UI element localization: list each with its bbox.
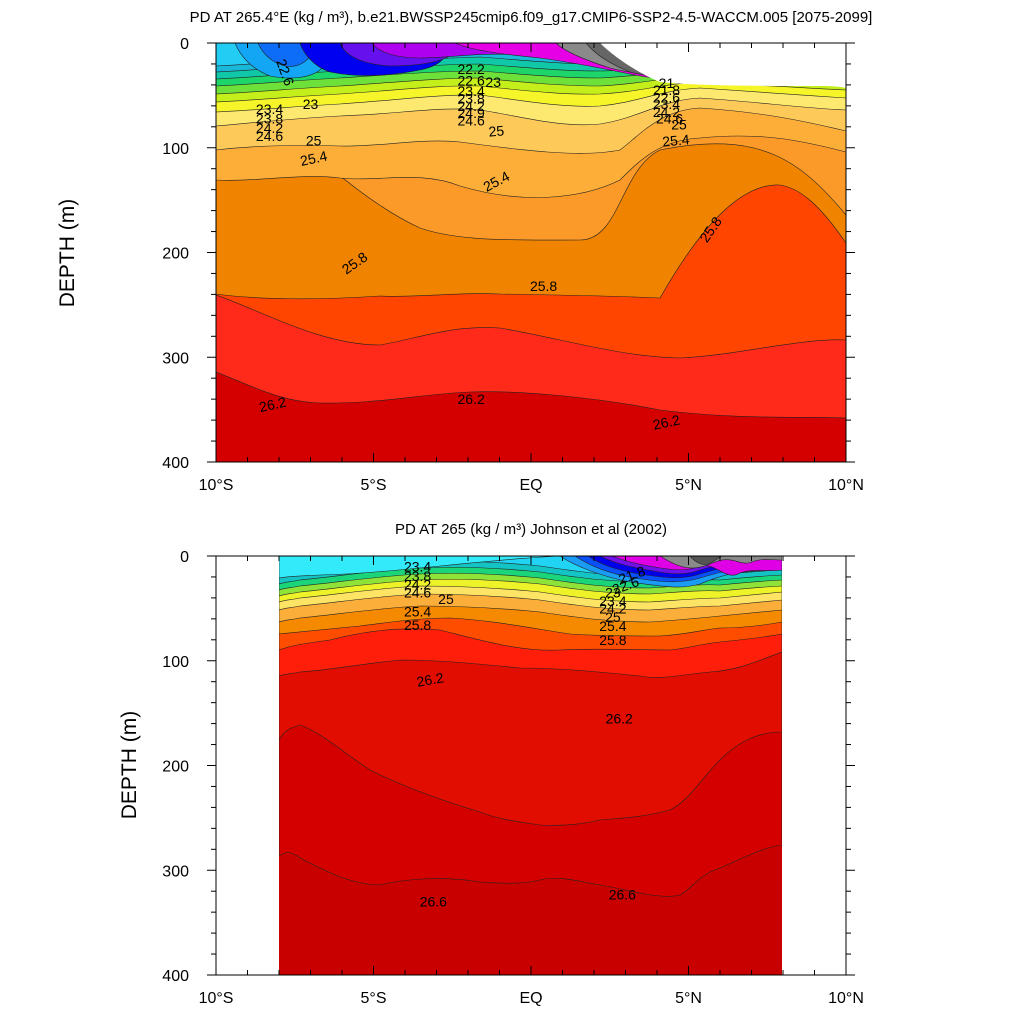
- y-tick-label: 100: [162, 141, 189, 158]
- contour-fill: [279, 556, 782, 975]
- contour-label: 26.6: [609, 886, 636, 902]
- contour-label: 23.8: [458, 91, 485, 107]
- x-tick-label: 5°N: [675, 990, 702, 1007]
- contour-label: 24.9: [458, 105, 485, 121]
- contour-label: 25.4: [599, 618, 626, 634]
- contour-label: 24.2: [404, 576, 431, 592]
- contour-label: 21.8: [653, 82, 680, 98]
- contour-label: 22.6: [458, 73, 485, 89]
- contour-label: 24.2: [653, 104, 680, 120]
- contour-label: 23.8: [404, 568, 431, 584]
- contour-label: 22.6: [653, 89, 680, 105]
- y-tick-label: 400: [162, 968, 189, 985]
- contour-label: 23.4: [599, 593, 626, 609]
- surface-mask: [600, 43, 846, 88]
- panel-observations: PD AT 265 (kg / m³) Johnson et al (2002)…: [118, 521, 864, 1007]
- contour-label: 21: [659, 75, 675, 91]
- contour-label: 23: [485, 74, 501, 90]
- y-tick-label: 300: [162, 350, 189, 367]
- contour-label: 23.4: [458, 83, 485, 99]
- x-tick-labels: 10°S 5°S EQ 5°N 10°N: [199, 477, 864, 494]
- contour-label: 24.6: [656, 110, 683, 126]
- contour-label: 25.8: [404, 617, 431, 633]
- y-tick-label: 0: [180, 36, 189, 53]
- contour-label: 25: [671, 117, 687, 133]
- contour-label: 24.6: [458, 113, 485, 129]
- contour-label: 23: [303, 96, 319, 112]
- y-tick-label: 200: [162, 759, 189, 776]
- contour-label: 26.2: [606, 710, 633, 726]
- contour-label: 25: [605, 609, 621, 625]
- contour-label: 22.2: [458, 61, 485, 77]
- y-tick-label: 0: [180, 549, 189, 566]
- contour-label: 26.2: [258, 394, 288, 415]
- x-tick-labels: 10°S 5°S EQ 5°N 10°N: [199, 990, 864, 1007]
- x-tick-label: 10°N: [828, 477, 864, 494]
- contour-label: 25.4: [662, 131, 691, 149]
- contour-label: 23.8: [256, 110, 283, 126]
- x-tick-label: EQ: [519, 477, 542, 494]
- tick-marks: [207, 555, 855, 976]
- contour-label: 24.6: [256, 128, 283, 144]
- y-tick-label: 100: [162, 654, 189, 671]
- contour-label: 26.2: [458, 391, 485, 407]
- y-axis-label: DEPTH (m): [56, 199, 79, 308]
- x-tick-label: 5°N: [675, 477, 702, 494]
- x-tick-label: 10°S: [199, 477, 234, 494]
- x-tick-label: 5°S: [361, 477, 387, 494]
- contour-label: 23.4: [256, 101, 283, 117]
- x-tick-label: 10°N: [828, 990, 864, 1007]
- density-band: [279, 556, 561, 579]
- contour-fill: [216, 43, 846, 462]
- contour-label: 25.8: [599, 632, 626, 648]
- tick-marks: [207, 42, 855, 463]
- x-tick-label: EQ: [519, 990, 542, 1007]
- contour-label: 24.2: [256, 120, 283, 136]
- x-tick-label: 10°S: [199, 990, 234, 1007]
- contour-label: 25.4: [404, 604, 431, 620]
- y-tick-label: 300: [162, 863, 189, 880]
- y-tick-label: 200: [162, 246, 189, 263]
- panel-title: PD AT 265.4°E (kg / m³), b.e21.BWSSP245c…: [190, 9, 873, 26]
- contour-label: 25.4: [299, 148, 329, 169]
- contour-label: 26.6: [420, 894, 447, 910]
- y-axis-label: DEPTH (m): [118, 711, 141, 820]
- contour-label: 25.8: [530, 278, 557, 294]
- contour-label: 24.6: [404, 585, 431, 601]
- y-tick-labels: 0 100 200 300 400: [162, 549, 189, 985]
- contour-label: 26.2: [415, 669, 445, 690]
- contour-label: 24.2: [599, 600, 626, 616]
- panel-title: PD AT 265 (kg / m³) Johnson et al (2002): [395, 521, 667, 538]
- contour-label: 25: [306, 132, 322, 148]
- contour-label: 23.4: [653, 96, 680, 112]
- contour-label: 25: [438, 591, 454, 607]
- y-tick-label: 400: [162, 455, 189, 472]
- contour-label: 23: [605, 585, 621, 601]
- contour-label: 23.4: [404, 558, 431, 574]
- contour-label: 24.2: [458, 98, 485, 114]
- contour-label: 26.2: [651, 411, 681, 432]
- panel-model: PD AT 265.4°E (kg / m³), b.e21.BWSSP245c…: [56, 9, 872, 494]
- contour-label: 25: [488, 122, 505, 139]
- y-tick-labels: 0 100 200 300 400: [162, 36, 189, 472]
- x-tick-label: 5°S: [361, 990, 387, 1007]
